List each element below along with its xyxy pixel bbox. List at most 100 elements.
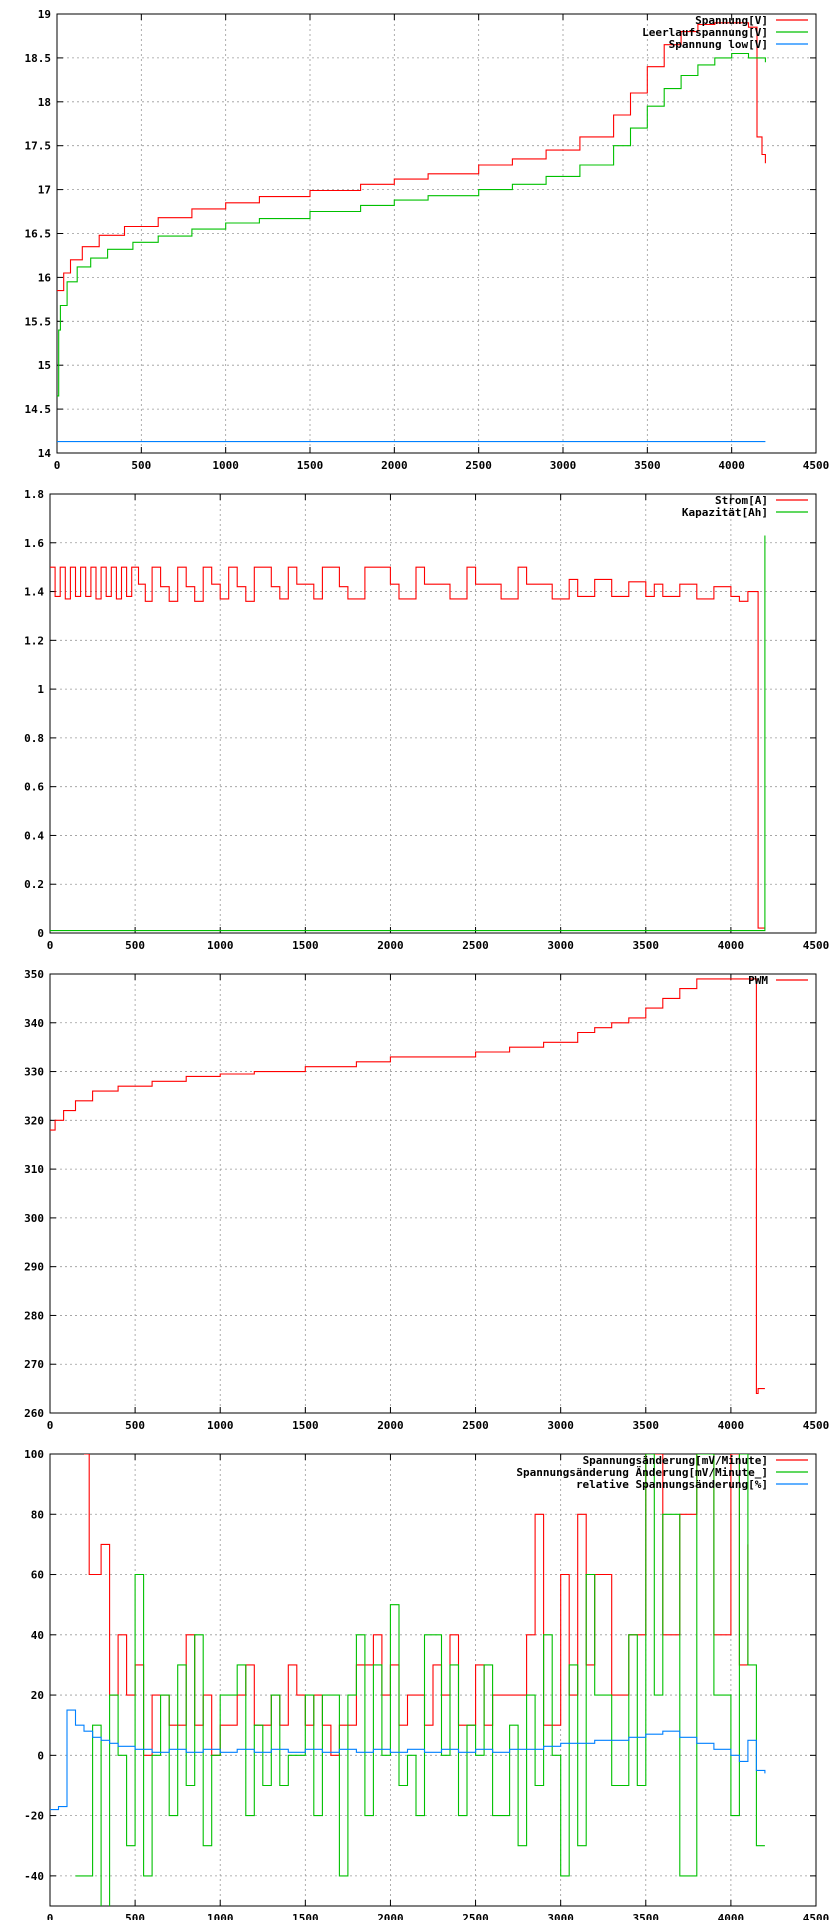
y-tick-label: 350	[24, 968, 44, 981]
y-tick-label: 17.5	[25, 140, 52, 153]
series-line-2	[57, 52, 766, 397]
x-tick-label: 2500	[465, 459, 492, 472]
series-line-2	[75, 1454, 765, 1906]
chart-1: 14 14.5 15 15.5 16 16.5 17 17.5 18 18.5 19 0 500 1000…	[25, 8, 830, 472]
x-tick-label: 0	[47, 1912, 54, 1920]
plot-frame	[49, 973, 817, 1414]
legend-label: Kapazität[Ah]	[682, 506, 768, 519]
x-tick-label: 1000	[207, 1912, 234, 1920]
y-tick-label: 16.5	[25, 228, 52, 241]
x-tick-label: 0	[47, 939, 54, 952]
x-tick-label: 0	[54, 459, 61, 472]
x-tick-label: 3000	[547, 1419, 574, 1432]
legend-label: Spannung[V]	[695, 14, 768, 27]
y-tick-label: 80	[31, 1508, 44, 1521]
x-tick-label: 3000	[547, 939, 574, 952]
x-tick-label: 1500	[297, 459, 324, 472]
series-line-1	[50, 566, 765, 929]
y-tick-label: 260	[24, 1407, 44, 1420]
y-tick-label: 310	[24, 1163, 44, 1176]
y-tick-label: 14.5	[25, 403, 52, 416]
legend-label: Strom[A]	[715, 494, 768, 507]
x-tick-label: 500	[131, 459, 151, 472]
x-tick-label: 500	[125, 1419, 145, 1432]
x-tick-label: 4500	[803, 1912, 830, 1920]
legend-label: PWM	[748, 974, 768, 987]
x-tick-label: 4500	[803, 459, 830, 472]
x-tick-label: 4000	[718, 1912, 745, 1920]
y-tick-label: 330	[24, 1066, 44, 1079]
x-tick-label: 3500	[633, 1419, 660, 1432]
y-tick-label: 270	[24, 1358, 44, 1371]
plot-frame	[49, 493, 817, 934]
x-tick-label: 3500	[633, 939, 660, 952]
series-line-1	[57, 22, 766, 292]
x-tick-label: 3500	[633, 1912, 660, 1920]
x-tick-label: 3000	[547, 1912, 574, 1920]
x-tick-label: 4500	[803, 939, 830, 952]
x-tick-label: 2000	[377, 1419, 404, 1432]
y-tick-label: 340	[24, 1017, 44, 1030]
legend-label: Spannung low[V]	[669, 38, 768, 51]
x-tick-label: 3000	[550, 459, 577, 472]
y-tick-label: 0	[37, 1749, 44, 1762]
y-tick-label: 14	[38, 447, 52, 460]
legend-label: Leerlaufspannung[V]	[642, 26, 768, 39]
chart-2: 0 0.2 0.4 0.6 0.8 1 1.2 1.4 1.6 1.8 0 500 1000 1500 20…	[24, 488, 829, 952]
y-tick-label: 15	[38, 359, 51, 372]
y-tick-label: 0.6	[24, 781, 44, 794]
legend-label: relative Spannungsänderung[%]	[576, 1478, 768, 1491]
series-line-2	[50, 535, 766, 932]
x-tick-label: 2000	[377, 1912, 404, 1920]
y-tick-label: 1.8	[24, 488, 44, 501]
y-tick-label: 17	[38, 184, 51, 197]
x-tick-label: 4000	[718, 459, 745, 472]
y-tick-label: 280	[24, 1309, 44, 1322]
x-tick-label: 1000	[207, 1419, 234, 1432]
y-tick-label: 0.2	[24, 878, 44, 891]
y-tick-label: 320	[24, 1114, 44, 1127]
y-tick-label: 1.2	[24, 634, 44, 647]
y-tick-label: 16	[38, 271, 52, 284]
x-tick-label: 4000	[718, 1419, 745, 1432]
y-tick-label: 1	[37, 683, 44, 696]
series-line-3	[50, 1709, 766, 1811]
y-tick-label: 18.5	[25, 52, 52, 65]
y-tick-label: 300	[24, 1212, 44, 1225]
y-tick-label: 290	[24, 1261, 44, 1274]
x-tick-label: 1000	[207, 939, 234, 952]
plot-frame	[56, 13, 817, 454]
x-tick-label: 2000	[381, 459, 408, 472]
x-tick-label: 2500	[462, 939, 489, 952]
x-tick-label: 0	[47, 1419, 54, 1432]
plot-frame	[49, 1453, 817, 1907]
x-tick-label: 4500	[803, 1419, 830, 1432]
y-tick-label: 40	[31, 1629, 44, 1642]
x-tick-label: 2500	[462, 1419, 489, 1432]
x-tick-label: 1000	[212, 459, 239, 472]
x-tick-label: 500	[125, 939, 145, 952]
y-tick-label: 100	[24, 1448, 44, 1461]
x-tick-label: 3500	[634, 459, 661, 472]
y-tick-label: 0.8	[24, 732, 44, 745]
y-tick-label: -20	[24, 1810, 44, 1823]
x-tick-label: 1500	[292, 1419, 319, 1432]
x-tick-label: 4000	[718, 939, 745, 952]
y-tick-label: 1.4	[24, 586, 44, 599]
x-tick-label: 500	[125, 1912, 145, 1920]
x-tick-label: 2000	[377, 939, 404, 952]
series-line-1	[84, 1454, 749, 1756]
x-tick-label: 1500	[292, 1912, 319, 1920]
y-tick-label: 60	[31, 1569, 44, 1582]
y-tick-label: 0.4	[24, 829, 44, 842]
legend-label: Spannungsänderung Änderung[mV/Minute_]	[516, 1465, 768, 1479]
y-tick-label: 19	[38, 8, 51, 21]
y-tick-label: 0	[37, 927, 44, 940]
legend-label: Spannungsänderung[mV/Minute]	[583, 1454, 768, 1467]
x-tick-label: 2500	[462, 1912, 489, 1920]
series-line-1	[50, 978, 765, 1395]
y-tick-label: 18	[38, 96, 51, 109]
